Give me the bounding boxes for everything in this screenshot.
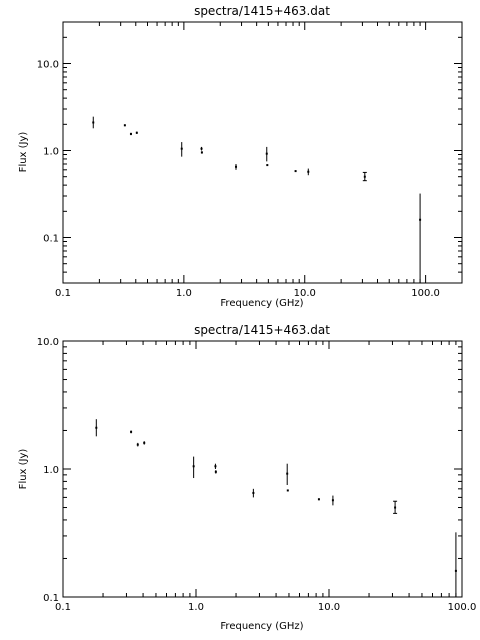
data-point: [143, 441, 146, 445]
y-tick-label: 10.0: [37, 60, 59, 71]
point-marker: [135, 131, 138, 134]
data-point: [135, 131, 138, 134]
data-point: [95, 419, 98, 437]
point-marker: [235, 165, 238, 168]
data-point: [419, 193, 422, 283]
data-point: [331, 495, 334, 506]
point-marker: [214, 465, 217, 468]
point-marker: [92, 121, 95, 124]
point-marker: [266, 164, 269, 167]
point-marker: [363, 175, 366, 178]
point-marker: [214, 470, 217, 473]
x-tick-label: 1.0: [176, 288, 192, 299]
data-point: [200, 146, 203, 151]
axis-ticks: 0.1 1.0 10.0 100.0 0.1 1.0 10.0: [37, 21, 463, 299]
point-marker: [294, 170, 297, 173]
y-tick-label: 0.1: [43, 234, 59, 245]
data-point: [265, 146, 268, 162]
y-axis-label: Flux (Jy): [18, 132, 29, 173]
point-marker: [252, 491, 255, 494]
point-marker: [200, 151, 203, 154]
point-marker: [286, 472, 289, 475]
data-point: [214, 463, 217, 469]
y-axis-label: Flux (Jy): [18, 449, 29, 490]
data-points: [95, 419, 457, 597]
data-point: [235, 163, 238, 170]
data-point: [393, 500, 398, 514]
point-marker: [317, 498, 320, 501]
point-marker: [180, 147, 183, 150]
point-marker: [95, 426, 98, 429]
point-marker: [419, 218, 422, 221]
point-marker: [136, 443, 139, 446]
x-tick-label: 100.0: [448, 602, 477, 613]
data-point: [129, 132, 132, 136]
data-point: [266, 164, 269, 167]
data-point: [286, 463, 289, 485]
data-point: [136, 442, 139, 447]
point-marker: [331, 499, 334, 502]
data-point: [123, 124, 126, 127]
data-point: [252, 488, 255, 498]
data-point: [130, 430, 133, 434]
point-marker: [454, 569, 457, 572]
data-point: [454, 532, 457, 597]
y-tick-label: 10.0: [37, 337, 59, 348]
data-point: [200, 151, 203, 154]
y-tick-label: 1.0: [43, 147, 59, 158]
point-marker: [394, 506, 397, 509]
data-point: [180, 142, 183, 157]
data-point: [307, 168, 310, 176]
data-point: [92, 116, 95, 129]
data-point: [214, 470, 217, 474]
point-marker: [123, 124, 126, 127]
x-axis-label: Frequency (GHz): [220, 298, 303, 309]
data-point: [192, 456, 195, 479]
axis-ticks: 0.1 1.0 10.0 100.0 0.1 1.0 10.0: [37, 337, 477, 613]
x-tick-label: 10.0: [318, 602, 340, 613]
x-tick-label: 10.0: [294, 288, 316, 299]
x-tick-label: 1.0: [188, 602, 204, 613]
point-marker: [143, 441, 146, 444]
point-marker: [130, 430, 133, 433]
data-points: [92, 116, 422, 283]
point-marker: [265, 152, 268, 155]
x-axis-label: Frequency (GHz): [220, 621, 303, 632]
data-point: [362, 171, 367, 182]
chart-panel-bottom: spectra/1415+463.dat Frequency (GHz) Flu…: [18, 323, 476, 632]
point-marker: [286, 489, 289, 492]
chart-title: spectra/1415+463.dat: [194, 323, 330, 337]
point-marker: [200, 147, 203, 150]
chart-panel-top: spectra/1415+463.dat Frequency (GHz) Flu…: [18, 4, 463, 309]
y-tick-label: 1.0: [43, 465, 59, 476]
point-marker: [129, 132, 132, 135]
x-tick-label: 0.1: [55, 602, 71, 613]
x-tick-label: 100.0: [411, 288, 440, 299]
x-tick-label: 0.1: [55, 288, 71, 299]
chart-title: spectra/1415+463.dat: [194, 4, 330, 18]
data-point: [317, 498, 320, 501]
y-tick-label: 0.1: [43, 593, 59, 604]
plot-frame: [62, 340, 463, 598]
point-marker: [307, 170, 310, 173]
data-point: [286, 489, 289, 492]
data-point: [294, 170, 297, 173]
point-marker: [192, 465, 195, 468]
plot-frame: [62, 21, 463, 284]
